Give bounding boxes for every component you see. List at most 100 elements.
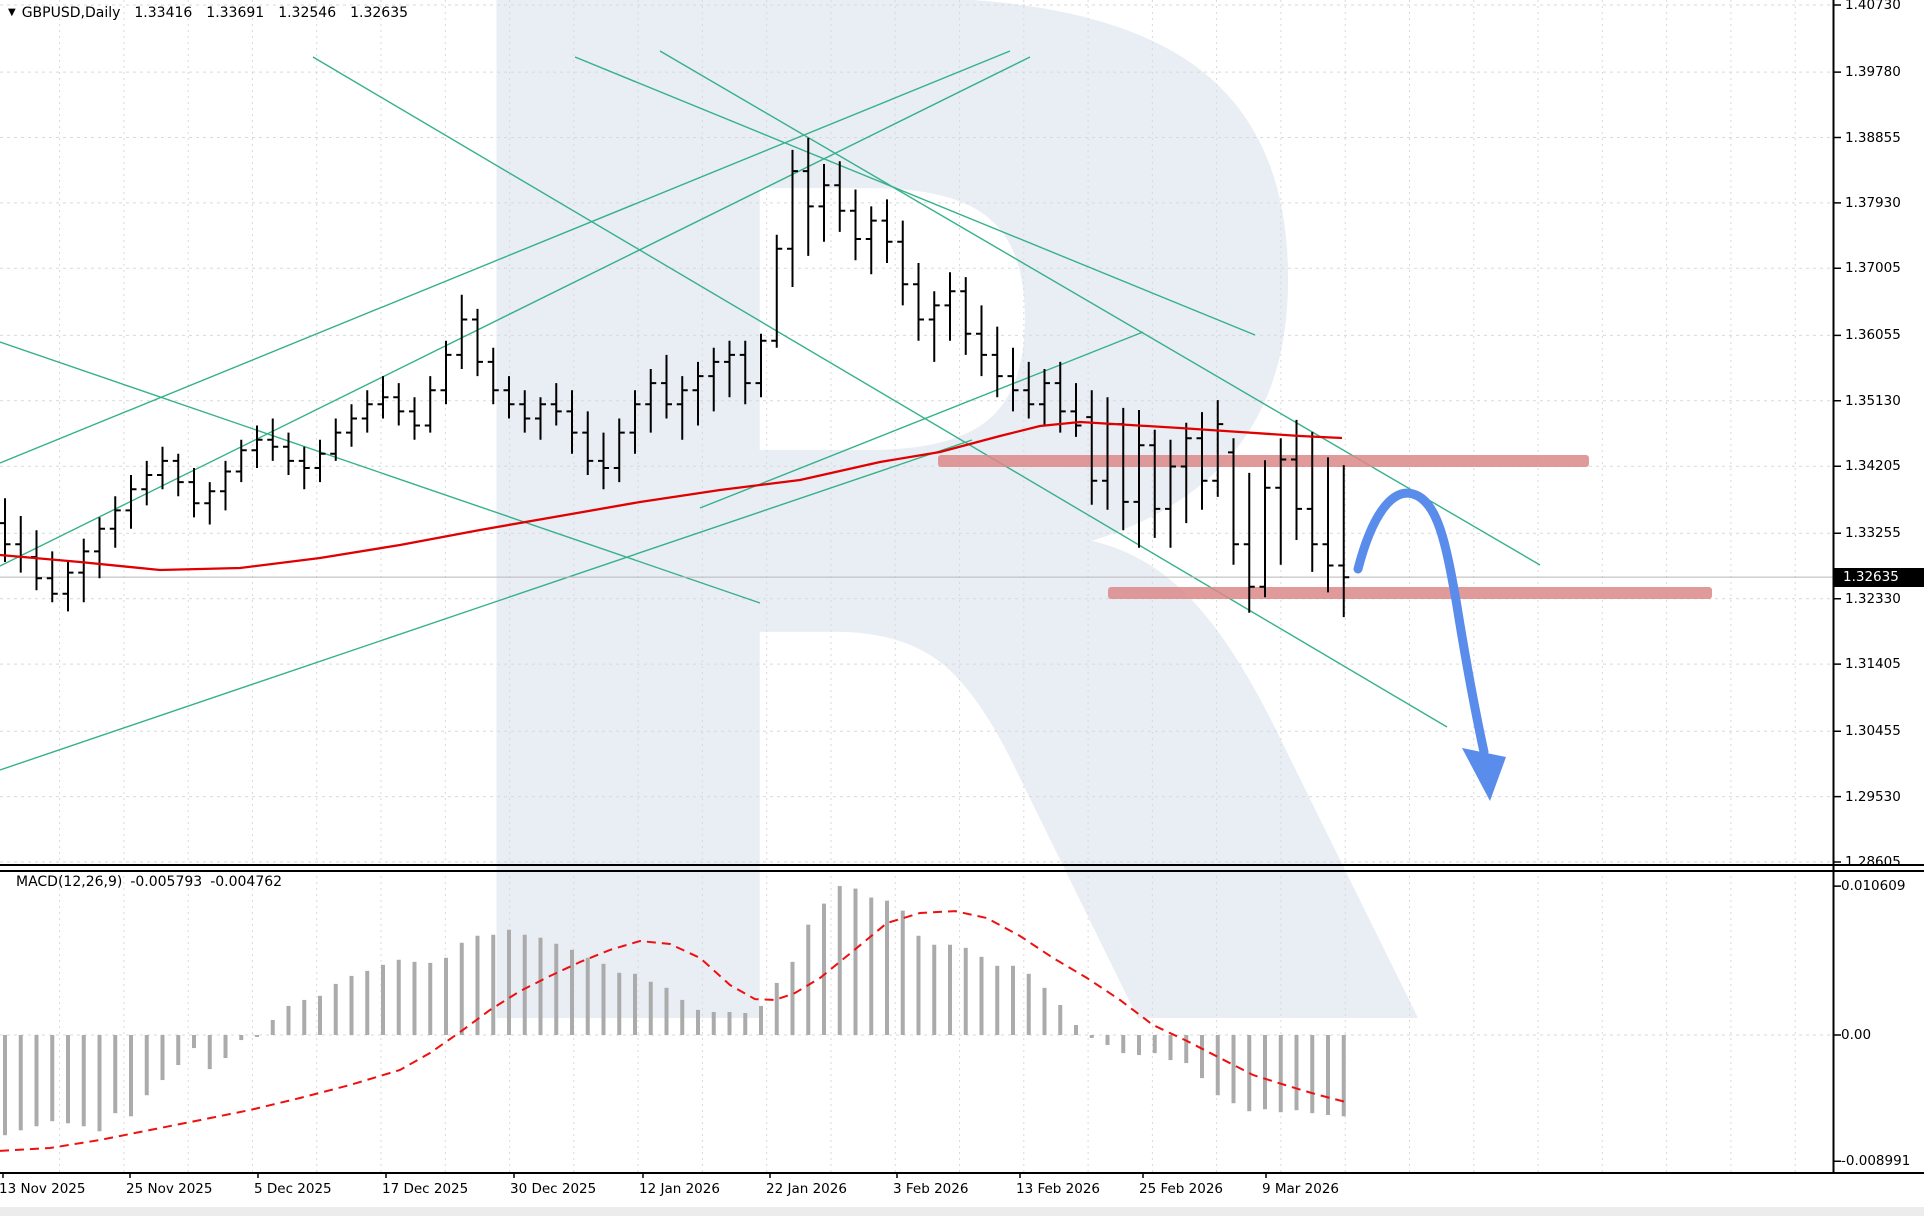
macd-histogram-bar (743, 1012, 748, 1035)
indicator-axis-label: 0.010609 (1841, 878, 1906, 895)
macd-histogram-bar (633, 973, 637, 1035)
trendline-2[interactable] (0, 56, 1031, 567)
macd-histogram-bar (664, 987, 669, 1035)
date-axis-label: 9 Mar 2026 (1262, 1181, 1339, 1197)
macd-histogram-bar (1278, 1035, 1283, 1113)
current-price-tag: 1.32635 (1834, 568, 1924, 587)
price-axis-label: 1.35130 (1845, 392, 1901, 409)
price-axis-label: 1.32330 (1845, 590, 1901, 607)
trendline-4[interactable] (699, 331, 1144, 509)
price-axis-label: 1.36055 (1845, 327, 1901, 344)
price-axis-label: 1.38855 (1845, 129, 1901, 146)
macd-histogram-bar (806, 924, 811, 1035)
ohlc-close: 1.32635 (350, 5, 409, 21)
macd-histogram-bar (3, 1035, 7, 1136)
macd-histogram-bar (1137, 1035, 1141, 1056)
indicator-signal-value: -0.004762 (210, 874, 283, 890)
macd-histogram-bar (1168, 1035, 1173, 1061)
indicator-name: MACD(12,26,9) (16, 874, 123, 890)
date-axis-label: 13 Feb 2026 (1016, 1181, 1101, 1197)
macd-histogram-bar (1200, 1035, 1204, 1079)
macd-histogram-bar (318, 995, 322, 1035)
date-axis-label: 12 Jan 2026 (639, 1181, 720, 1197)
projection-arrow-shaft[interactable] (1353, 488, 1489, 757)
macd-histogram-bar (1310, 1035, 1315, 1114)
macd-histogram-bar (18, 1035, 23, 1131)
macd-histogram-bar (979, 956, 984, 1035)
trendline-6[interactable] (659, 50, 1541, 566)
macd-histogram-bar (365, 970, 370, 1035)
macd-histogram-bar (1294, 1035, 1299, 1111)
symbol-dropdown-icon[interactable]: ▼ (8, 7, 16, 18)
macd-histogram-bar (885, 900, 889, 1035)
macd-histogram-bar (1105, 1035, 1110, 1045)
macd-histogram-bar (601, 963, 606, 1035)
macd-histogram-bar (617, 972, 622, 1035)
price-axis-label: 1.31405 (1845, 656, 1901, 673)
macd-histogram-bar (1121, 1035, 1126, 1054)
trendline-5[interactable] (574, 56, 1256, 336)
macd-histogram-bar (491, 934, 496, 1035)
macd-histogram-bar (774, 982, 779, 1035)
ohlc-price-bars[interactable] (0, 137, 1350, 618)
macd-histogram-bar (207, 1035, 212, 1070)
macd-histogram-bar (412, 961, 417, 1035)
macd-histogram-bar (459, 942, 464, 1035)
support-zone[interactable] (1108, 587, 1712, 599)
chart-title: ▼ GBPUSD,Daily 1.33416 1.33691 1.32546 1.3263… (8, 5, 408, 21)
date-axis-label: 22 Jan 2026 (766, 1181, 847, 1197)
macd-histogram-bar (1089, 1035, 1094, 1038)
price-axis-label: 1.40730 (1845, 0, 1901, 13)
macd-histogram-bar (475, 935, 480, 1035)
symbol-period-label: GBPUSD,Daily (21, 5, 121, 21)
date-axis-label: 5 Dec 2025 (254, 1181, 332, 1197)
macd-histogram-bar (1326, 1035, 1330, 1116)
macd-histogram-bar (680, 999, 685, 1035)
trendline-1[interactable] (0, 50, 1011, 464)
macd-histogram-bar (66, 1035, 70, 1124)
macd-histogram-bar (1011, 965, 1015, 1035)
macd-histogram-bar (837, 886, 842, 1035)
macd-histogram-bar (50, 1035, 55, 1122)
indicator-label: MACD(12,26,9) -0.005793 -0.004762 (8, 874, 282, 890)
date-axis-label: 17 Dec 2025 (382, 1181, 469, 1197)
ohlc-high: 1.33691 (206, 5, 265, 21)
macd-histogram-bar (932, 944, 937, 1035)
window-bottom-strip (0, 1207, 1924, 1216)
macd-histogram-bar (144, 1035, 149, 1096)
trendline-7[interactable] (312, 56, 1448, 728)
macd-histogram-bar (995, 965, 1000, 1035)
macd-histogram-bar (270, 1019, 275, 1035)
macd-histogram-bar (711, 1011, 716, 1035)
macd-histogram-bar (1042, 987, 1047, 1035)
moving-average-line[interactable] (0, 420, 1343, 572)
macd-histogram-bar (538, 937, 543, 1035)
macd-histogram-bar (34, 1035, 39, 1127)
trendline-3[interactable] (0, 439, 973, 771)
macd-histogram-bar (97, 1035, 102, 1132)
projection-arrow-head[interactable] (1462, 748, 1506, 801)
macd-histogram-bar (696, 1009, 700, 1035)
date-axis-label: 25 Feb 2026 (1139, 1181, 1224, 1197)
ohlc-open: 1.33416 (134, 5, 193, 21)
macd-histogram-bar (396, 959, 401, 1035)
macd-histogram-bar (1074, 1025, 1078, 1035)
macd-histogram-bar (428, 962, 433, 1035)
ohlc-low: 1.32546 (278, 5, 337, 21)
price-axis-label: 1.30455 (1845, 723, 1901, 740)
macd-histogram-bar (286, 1005, 291, 1035)
resistance-zone[interactable] (938, 455, 1589, 467)
macd-histogram-bar (554, 943, 559, 1035)
macd-histogram-bar (900, 910, 905, 1035)
macd-histogram-bar (444, 957, 448, 1035)
macd-histogram-bar (853, 888, 858, 1035)
macd-histogram-bar (1263, 1035, 1267, 1110)
indicator-macd-value: -0.005793 (130, 874, 203, 890)
macd-histogram-bar (869, 897, 874, 1035)
trendline-8[interactable] (0, 341, 761, 604)
macd-histogram-bar (916, 935, 921, 1035)
macd-histogram-bar (759, 1005, 763, 1035)
macd-histogram-bar (255, 1035, 259, 1037)
